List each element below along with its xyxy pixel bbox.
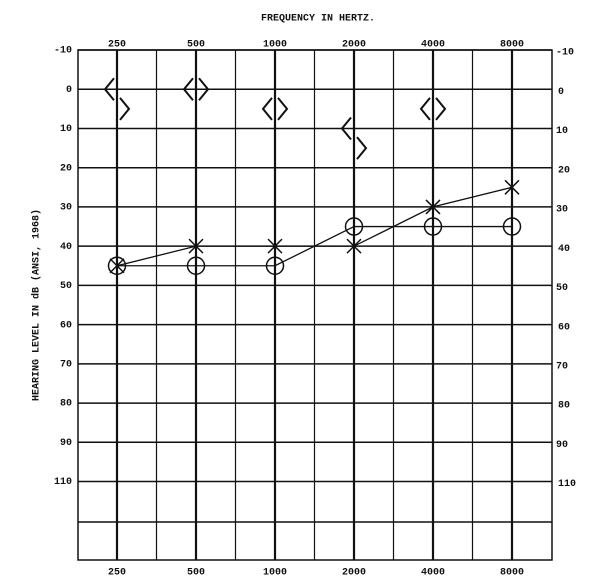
- y-tick-label: -10: [54, 46, 72, 57]
- marker-circle: [502, 217, 522, 236]
- y2-tick-label: 80: [558, 401, 570, 412]
- marker-right-bracket: [277, 97, 289, 121]
- marker-left-bracket: [182, 77, 194, 101]
- y-tick-label: 90: [60, 438, 72, 449]
- x-tick-label-bottom: 2000: [342, 568, 366, 579]
- y2-tick-label: 20: [558, 165, 570, 176]
- x-tick-label-top: 2000: [342, 40, 366, 51]
- bracket: [419, 97, 431, 121]
- bracket: [182, 77, 194, 101]
- x-tick-label-top: 4000: [421, 40, 445, 51]
- bracket: [277, 97, 289, 121]
- marker-cross: [346, 238, 362, 254]
- o-circle: [186, 256, 206, 276]
- marker-right-bracket: [119, 97, 131, 121]
- bracket: [198, 77, 210, 101]
- y2-tick-label: 50: [556, 283, 568, 294]
- bracket: [356, 136, 368, 160]
- marker-left-bracket: [103, 77, 115, 101]
- x-tick-label-bottom: 500: [187, 568, 205, 579]
- y-tick-label: 110: [54, 477, 72, 488]
- marker-right-bracket: [356, 136, 368, 160]
- marker-left-bracket: [261, 97, 273, 121]
- y2-tick-label: 30: [556, 205, 568, 216]
- y-tick-label: 60: [60, 320, 72, 331]
- o-circle: [265, 256, 285, 276]
- marker-cross: [425, 199, 441, 215]
- y2-tick-label: 10: [556, 126, 568, 137]
- bracket: [435, 97, 447, 121]
- marker-circle: [107, 256, 127, 276]
- marker-left-bracket: [340, 116, 352, 141]
- x-tick-label-bottom: 250: [108, 568, 126, 579]
- marker-circle: [186, 256, 206, 276]
- x-tick-label-bottom: 8000: [500, 568, 524, 579]
- o-circle: [423, 217, 443, 236]
- marker-cross: [267, 238, 283, 254]
- x-stroke: [267, 238, 283, 254]
- x-tick-label-top: 8000: [500, 40, 524, 51]
- marker-circle: [344, 217, 364, 236]
- series-line: [117, 225, 512, 267]
- x-tick-label-top: 250: [108, 40, 126, 51]
- y2-tick-label: 0: [558, 87, 564, 98]
- marker-left-bracket: [419, 97, 431, 121]
- bracket: [103, 77, 115, 101]
- bracket: [340, 116, 352, 141]
- x-tick-label-top: 1000: [263, 40, 287, 51]
- y-tick-label: 20: [60, 163, 72, 174]
- bracket: [261, 97, 273, 121]
- y-tick-label: 40: [60, 242, 72, 253]
- x-stroke: [346, 238, 362, 254]
- marker-right-bracket: [198, 77, 210, 101]
- marker-cross: [504, 179, 520, 195]
- x-tick-label-top: 500: [187, 40, 205, 51]
- y2-tick-label: -10: [556, 48, 574, 59]
- marker-circle: [265, 256, 285, 276]
- x-stroke: [504, 179, 520, 195]
- y-axis-label: HEARING LEVEL IN dB (ANSI, 1968): [31, 209, 43, 401]
- y2-tick-label: 60: [558, 322, 570, 333]
- o-circle: [344, 217, 364, 236]
- y-tick-label: 50: [60, 281, 72, 292]
- chart-title: FREQUENCY IN HERTZ.: [261, 14, 375, 25]
- y-tick-label: 80: [60, 399, 72, 410]
- x-tick-label-bottom: 1000: [263, 568, 287, 579]
- marker-circle: [423, 217, 443, 236]
- o-circle: [502, 217, 522, 236]
- y2-tick-label: 90: [556, 440, 568, 451]
- bracket: [119, 97, 131, 121]
- x-stroke: [188, 238, 204, 254]
- y-tick-label: 70: [60, 359, 72, 370]
- y-tick-label: 0: [66, 85, 72, 96]
- y-tick-label: 10: [60, 124, 72, 135]
- x-stroke: [425, 199, 441, 215]
- y2-tick-label: 70: [556, 361, 568, 372]
- marker-cross: [188, 238, 204, 254]
- y2-tick-label: 110: [558, 479, 576, 490]
- y2-tick-label: 40: [558, 244, 570, 255]
- marker-right-bracket: [435, 97, 447, 121]
- x-tick-label-bottom: 4000: [421, 568, 445, 579]
- y-tick-label: 30: [60, 203, 72, 214]
- o-circle: [107, 256, 127, 276]
